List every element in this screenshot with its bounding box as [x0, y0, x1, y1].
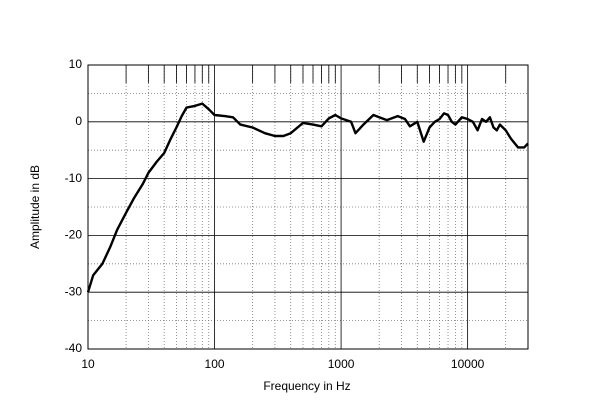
x-tick-label: 100: [205, 357, 225, 371]
y-tick-label: -20: [65, 228, 83, 242]
y-axis-label: Amplitude in dB: [28, 165, 42, 249]
y-tick-label: -40: [65, 341, 83, 355]
response-line: [86, 102, 529, 293]
y-tick-label: 0: [75, 114, 82, 128]
y-tick-label: -30: [65, 284, 83, 298]
y-tick-label: 10: [69, 57, 83, 71]
x-axis-label: Frequency in Hz: [263, 379, 350, 393]
x-tick-label: 10: [81, 357, 95, 371]
y-tick-label: -10: [65, 171, 83, 185]
x-tick-label: 1000: [328, 357, 355, 371]
x-tick-label: 10000: [451, 357, 485, 371]
plot-frame: [87, 64, 529, 350]
